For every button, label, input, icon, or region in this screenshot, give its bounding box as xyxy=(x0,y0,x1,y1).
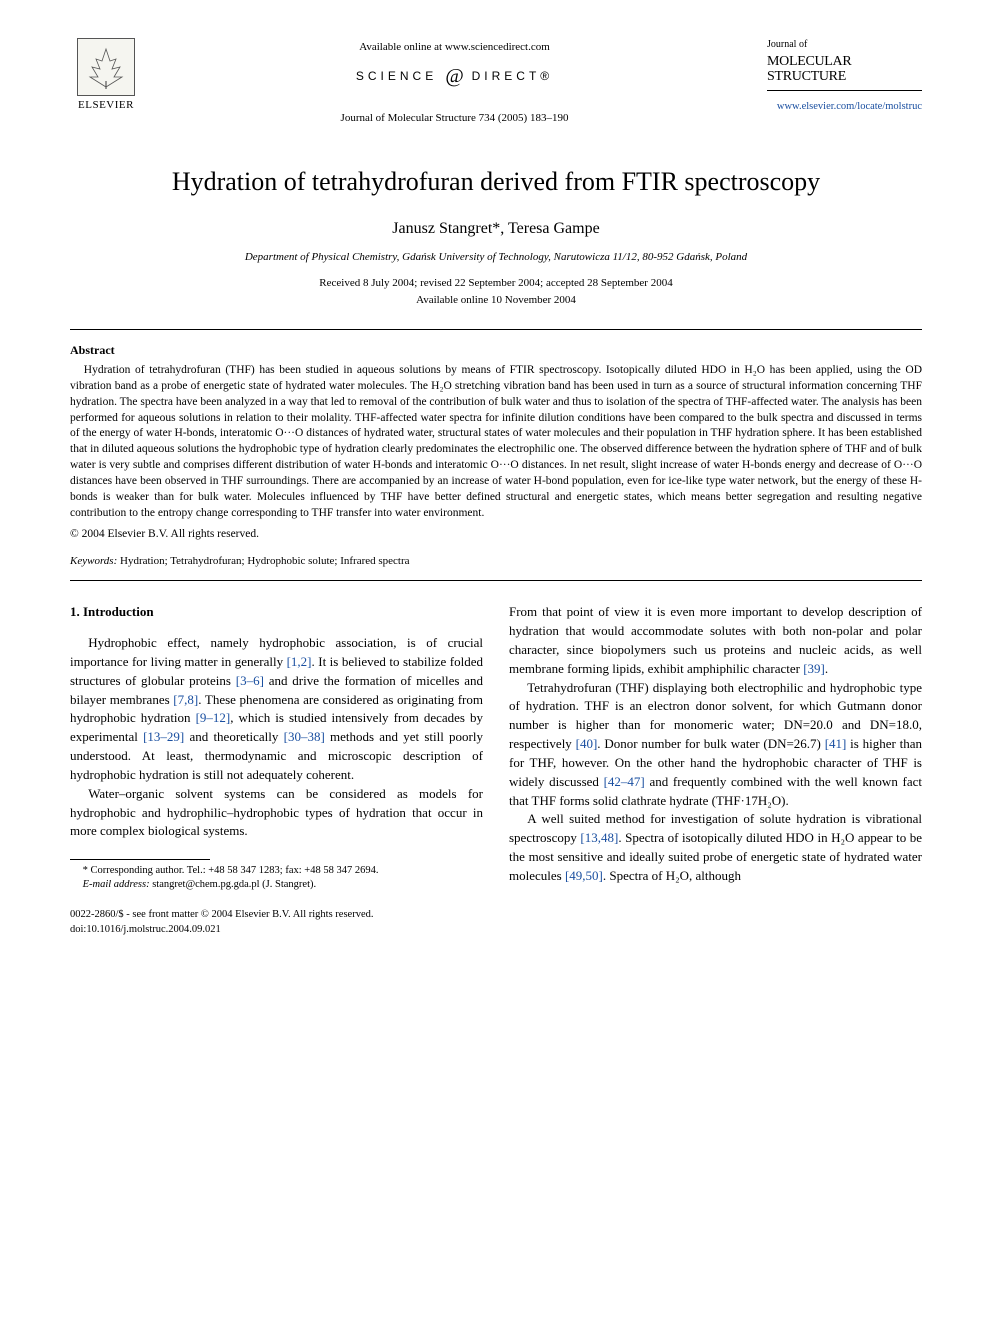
ref-link[interactable]: [9–12] xyxy=(196,710,231,725)
copyright-line: © 2004 Elsevier B.V. All rights reserved… xyxy=(70,526,922,543)
rule-above-abstract xyxy=(70,329,922,330)
available-online-text: Available online at www.sciencedirect.co… xyxy=(142,40,767,56)
keywords-line: Keywords: Hydration; Tetrahydrofuran; Hy… xyxy=(70,554,922,570)
email-value: stangret@chem.pg.gda.pl (J. Stangret). xyxy=(150,879,317,890)
header-center: Available online at www.sciencedirect.co… xyxy=(142,38,767,127)
rule-below-keywords xyxy=(70,580,922,581)
right-column: From that point of view it is even more … xyxy=(509,603,922,937)
journal-brand-box: Journal of MOLECULAR STRUCTURE www.elsev… xyxy=(767,38,922,115)
abstract-heading: Abstract xyxy=(70,342,922,359)
intro-p3: From that point of view it is even more … xyxy=(509,603,922,678)
front-matter-line: 0022-2860/$ - see front matter © 2004 El… xyxy=(70,907,483,922)
intro-p1: Hydrophobic effect, namely hydrophobic a… xyxy=(70,634,483,785)
intro-p5: A well suited method for investigation o… xyxy=(509,810,922,885)
sciencedirect-logo: SCIENCE @ DIRECT® xyxy=(142,62,767,91)
ref-link[interactable]: [42–47] xyxy=(604,774,645,789)
footnote-rule xyxy=(70,859,210,860)
ref-link[interactable]: [40] xyxy=(576,736,598,751)
body-columns: 1. Introduction Hydrophobic effect, name… xyxy=(70,603,922,937)
ref-link[interactable]: [30–38] xyxy=(284,729,325,744)
intro-p2: Water–organic solvent systems can be con… xyxy=(70,785,483,842)
received-dates: Received 8 July 2004; revised 22 Septemb… xyxy=(70,276,922,292)
ref-link[interactable]: [3–6] xyxy=(236,673,264,688)
journal-homepage-link[interactable]: www.elsevier.com/locate/molstruc xyxy=(767,99,922,114)
journal-citation: Journal of Molecular Structure 734 (2005… xyxy=(142,111,767,127)
ref-link[interactable]: [13,48] xyxy=(580,830,618,845)
left-column: 1. Introduction Hydrophobic effect, name… xyxy=(70,603,483,937)
sd-left: SCIENCE xyxy=(356,68,437,85)
section-1-heading: 1. Introduction xyxy=(70,603,483,622)
journal-title: MOLECULAR STRUCTURE xyxy=(767,54,922,92)
intro-p4: Tetrahydrofuran (THF) displaying both el… xyxy=(509,679,922,811)
article-title: Hydration of tetrahydrofuran derived fro… xyxy=(70,163,922,201)
elsevier-tree-icon xyxy=(77,38,135,96)
ref-link[interactable]: [1,2] xyxy=(287,654,312,669)
publisher-logo: ELSEVIER xyxy=(70,38,142,114)
ref-link[interactable]: [39] xyxy=(803,661,825,676)
article-authors: Janusz Stangret*, Teresa Gampe xyxy=(70,217,922,240)
online-date: Available online 10 November 2004 xyxy=(70,293,922,309)
corresponding-footnote: * Corresponding author. Tel.: +48 58 347… xyxy=(70,864,483,878)
sd-at-icon: @ xyxy=(445,62,463,91)
page-header: ELSEVIER Available online at www.science… xyxy=(70,38,922,127)
email-footnote: E-mail address: stangret@chem.pg.gda.pl … xyxy=(70,878,483,892)
ref-link[interactable]: [7,8] xyxy=(173,692,198,707)
affiliation: Department of Physical Chemistry, Gdańsk… xyxy=(70,250,922,266)
sd-right: DIRECT® xyxy=(472,68,554,85)
ref-link[interactable]: [41] xyxy=(825,736,847,751)
email-label: E-mail address: xyxy=(83,879,150,890)
publisher-name: ELSEVIER xyxy=(78,98,134,114)
journal-small: Journal of xyxy=(767,38,922,53)
keywords-label: Keywords: xyxy=(70,555,117,567)
ref-link[interactable]: [49,50] xyxy=(565,868,603,883)
doi-line: doi:10.1016/j.molstruc.2004.09.021 xyxy=(70,922,483,937)
keywords-values: Hydration; Tetrahydrofuran; Hydrophobic … xyxy=(117,555,409,567)
ref-link[interactable]: [13–29] xyxy=(143,729,184,744)
abstract-text: Hydration of tetrahydrofuran (THF) has b… xyxy=(70,363,922,522)
